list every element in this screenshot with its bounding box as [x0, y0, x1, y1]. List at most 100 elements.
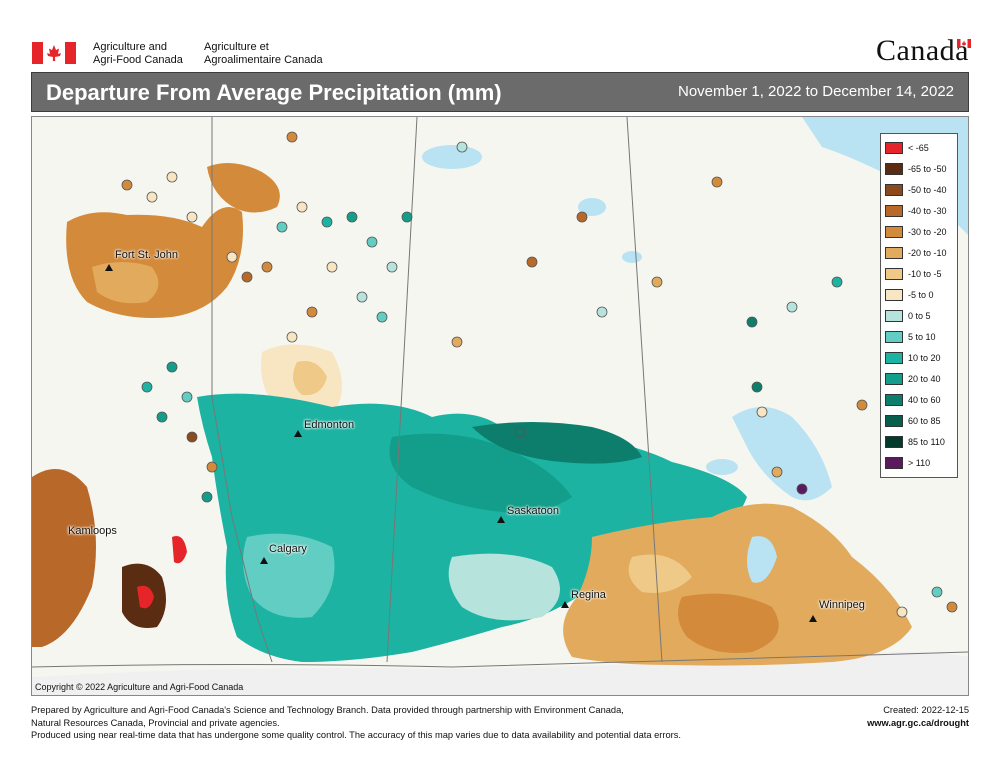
- legend-label: -30 to -20: [908, 226, 947, 237]
- wet-zone-saskatchewan: [389, 433, 572, 513]
- dry-zone-manitoba: [563, 503, 912, 666]
- legend-label: -5 to 0: [908, 289, 934, 300]
- city-label-edmonton: Edmonton: [304, 419, 355, 431]
- legend-swatch: [885, 393, 903, 406]
- legend-swatch: [885, 183, 903, 196]
- copyright-notice: Copyright © 2022 Agriculture and Agri-Fo…: [35, 682, 244, 692]
- station-markers: [121, 131, 958, 618]
- city-label-fort-st-john: Fort St. John: [115, 249, 178, 261]
- lake-winnipegosis: [706, 459, 738, 475]
- legend-swatch: [885, 309, 903, 322]
- legend-item: -20 to -10: [885, 242, 953, 263]
- wordmark-flag-icon: [957, 39, 971, 48]
- legend-item: < -65: [885, 137, 953, 158]
- city-label-kamloops: Kamloops: [68, 525, 117, 537]
- canada-flag-icon: [32, 42, 76, 64]
- header: Agriculture and Agri-Food Canada Agricul…: [0, 0, 1000, 72]
- title-bar: Departure From Average Precipitation (mm…: [31, 72, 969, 112]
- triangle-marker-saskatoon-icon: [497, 516, 505, 523]
- legend-swatch: [885, 162, 903, 175]
- legend-swatch: [885, 267, 903, 280]
- extreme-dry-zone-bc-2: [172, 536, 187, 564]
- legend-label: 20 to 40: [908, 373, 941, 384]
- legend-swatch: [885, 372, 903, 385]
- legend-swatch: [885, 351, 903, 364]
- lake-winnipeg: [732, 407, 832, 501]
- dry-zone-inner: [92, 262, 159, 304]
- legend-label: 10 to 20: [908, 352, 941, 363]
- bc-alberta-boundary-rockies: [211, 396, 273, 663]
- legend-label: -65 to -50: [908, 163, 947, 174]
- dry-zone-south-manitoba: [678, 593, 779, 653]
- canada-us-border: [32, 651, 968, 668]
- lake-manitoba: [747, 536, 777, 583]
- legend-swatch: [885, 456, 903, 469]
- footer-meta: Created: 2022-12-15 www.agr.gc.ca/drough…: [867, 704, 969, 729]
- triangle-marker-calgary-icon: [260, 557, 268, 564]
- precipitation-map[interactable]: Fort St. John Edmonton Saskatoon Calgary…: [31, 116, 969, 696]
- legend-label: -10 to -5: [908, 268, 942, 279]
- city-markers: [105, 264, 817, 622]
- legend-item: 10 to 20: [885, 347, 953, 368]
- legend-label: > 110: [908, 457, 931, 468]
- legend-item: 5 to 10: [885, 326, 953, 347]
- legend-label: 5 to 10: [908, 331, 936, 342]
- legend-label: 0 to 5: [908, 310, 931, 321]
- legend-item: 20 to 40: [885, 368, 953, 389]
- legend-swatch: [885, 141, 903, 154]
- sask-manitoba-boundary: [626, 117, 663, 663]
- legend-swatch: [885, 330, 903, 343]
- triangle-marker-fort-st-john-icon: [105, 264, 113, 271]
- legend-swatch: [885, 414, 903, 427]
- date-range: November 1, 2022 to December 14, 2022: [678, 83, 954, 100]
- legend-item: 40 to 60: [885, 389, 953, 410]
- legend-item: 60 to 85: [885, 410, 953, 431]
- agency-name-french: Agriculture et Agroalimentaire Canada: [204, 41, 323, 66]
- slightly-wet-zone-regina: [448, 553, 560, 621]
- legend-item: -5 to 0: [885, 284, 953, 305]
- legend-label: -20 to -10: [908, 247, 947, 258]
- dry-spot-sask: [628, 554, 692, 593]
- map-title: Departure From Average Precipitation (mm…: [46, 80, 502, 105]
- legend-item: -65 to -50: [885, 158, 953, 179]
- triangle-marker-regina-icon: [561, 601, 569, 608]
- triangle-marker-edmonton-icon: [294, 430, 302, 437]
- city-label-winnipeg: Winnipeg: [819, 599, 865, 611]
- legend-label: -40 to -30: [908, 205, 947, 216]
- legend-label: < -65: [908, 142, 929, 153]
- legend-swatch: [885, 204, 903, 217]
- legend-label: 60 to 85: [908, 415, 941, 426]
- dry-spot-alberta: [293, 361, 327, 396]
- legend-item: 85 to 110: [885, 431, 953, 452]
- extreme-dry-zone-bc: [137, 585, 154, 609]
- lake-north-sask-2: [622, 251, 642, 263]
- legend-swatch: [885, 288, 903, 301]
- drought-url-link[interactable]: www.agr.gc.ca/drought: [867, 717, 969, 728]
- legend-item: -50 to -40: [885, 179, 953, 200]
- dry-zone-north: [207, 163, 280, 213]
- legend-swatch: [885, 225, 903, 238]
- legend-swatch: [885, 246, 903, 259]
- legend-label: 85 to 110: [908, 436, 945, 447]
- dry-zone-bc-interior: [32, 469, 96, 647]
- triangle-marker-winnipeg-icon: [809, 615, 817, 622]
- city-label-regina: Regina: [571, 589, 606, 601]
- agency-name-english: Agriculture and Agri-Food Canada: [93, 41, 183, 66]
- footer-credits: Prepared by Agriculture and Agri-Food Ca…: [31, 705, 681, 740]
- legend-item: -10 to -5: [885, 263, 953, 284]
- legend-label: 40 to 60: [908, 394, 941, 405]
- city-label-calgary: Calgary: [269, 543, 307, 555]
- legend-swatch: [885, 435, 903, 448]
- moderate-wet-zone-calgary: [243, 533, 335, 618]
- alberta-sask-boundary: [386, 117, 418, 663]
- legend-label: -50 to -40: [908, 184, 947, 195]
- very-wet-zone: [472, 422, 642, 464]
- legend-item: -40 to -30: [885, 200, 953, 221]
- legend-item: -30 to -20: [885, 221, 953, 242]
- canada-wordmark: Canada: [876, 34, 971, 67]
- lake-north-sask: [578, 198, 606, 216]
- legend-item: > 110: [885, 452, 953, 473]
- map-legend: < -65 -65 to -50 -50 to -40 -40 to -30 -30 t…: [880, 133, 958, 478]
- city-label-saskatoon: Saskatoon: [507, 505, 559, 517]
- created-date: Created: 2022-12-15: [883, 705, 969, 715]
